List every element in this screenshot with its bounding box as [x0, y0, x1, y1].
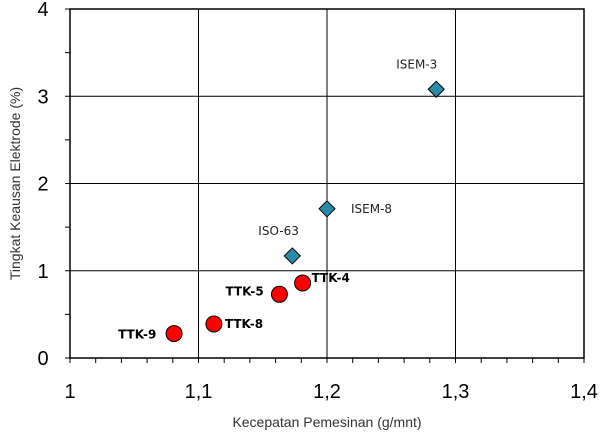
- x-tick-label: 1,3: [442, 381, 470, 403]
- x-tick-label: 1,1: [185, 381, 213, 403]
- grid: [70, 9, 584, 358]
- point-ttk-4: [294, 274, 312, 292]
- y-tick-labels: 0 1 2 3 4: [37, 0, 48, 370]
- minor-ticks: [65, 8, 585, 363]
- x-axis-label: Kecepatan Pemesinan (g/mnt): [232, 414, 421, 430]
- y-tick-label: 0: [37, 348, 48, 370]
- point-ttk-8: [205, 315, 223, 333]
- y-tick-label: 4: [37, 0, 48, 21]
- point-label-isem-8: ISEM-8: [351, 202, 392, 216]
- point-label-ttk-5: TTK-5: [225, 284, 263, 298]
- point-label-iso-63: ISO-63: [258, 224, 299, 238]
- x-tick-label: 1: [64, 381, 75, 403]
- point-iso-63: [283, 247, 302, 265]
- point-label-ttk-4: TTK-4: [312, 271, 350, 285]
- x-tick-labels: 1 1,1 1,2 1,3 1,4: [64, 381, 597, 403]
- plot-frame: [69, 8, 585, 359]
- point-ttk-9: [165, 325, 183, 343]
- data-points: TTK-9 TTK-8 TTK-5 TTK-4 ISO-63 ISEM-8 ISEM-3: [118, 57, 445, 343]
- point-label-ttk-8: TTK-8: [225, 317, 263, 331]
- point-isem-8: [318, 200, 336, 218]
- x-tick-label: 1,4: [570, 381, 598, 403]
- y-tick-label: 2: [37, 174, 48, 196]
- point-label-ttk-9: TTK-9: [118, 328, 156, 342]
- y-tick-label: 1: [37, 261, 48, 283]
- point-label-isem-3: ISEM-3: [396, 57, 437, 71]
- point-ttk-5: [270, 285, 288, 303]
- x-tick-label: 1,2: [313, 381, 341, 403]
- y-tick-label: 3: [37, 86, 48, 108]
- point-isem-3: [427, 80, 445, 98]
- y-axis-label: Tingkat Keausan Elektrode (%): [7, 87, 23, 280]
